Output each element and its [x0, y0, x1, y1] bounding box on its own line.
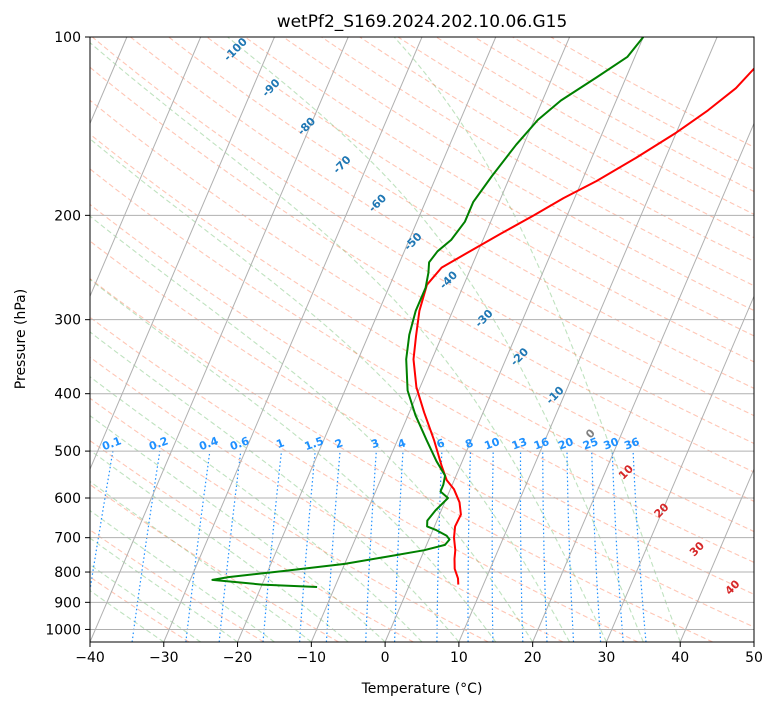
x-axis-label: Temperature (°C): [361, 681, 483, 697]
x-tick-label: −40: [75, 650, 105, 666]
y-tick-label: 500: [54, 444, 81, 460]
x-tick-label: 50: [745, 650, 763, 666]
chart-title: wetPf2_S169.2024.202.10.06.G15: [277, 12, 568, 32]
y-tick-label: 600: [54, 491, 81, 507]
x-tick-label: 20: [524, 650, 542, 666]
x-tick-label: 40: [671, 650, 689, 666]
y-tick-label: 800: [54, 565, 81, 581]
y-tick-label: 1000: [45, 622, 81, 638]
x-tick-label: −30: [149, 650, 179, 666]
y-tick-label: 900: [54, 595, 81, 611]
x-tick-label: 30: [598, 650, 616, 666]
y-axis-label: Pressure (hPa): [13, 289, 29, 389]
x-tick-label: −20: [223, 650, 253, 666]
y-tick-label: 400: [54, 387, 81, 403]
x-tick-label: 10: [450, 650, 468, 666]
y-tick-label: 700: [54, 531, 81, 547]
y-tick-label: 300: [54, 313, 81, 329]
y-tick-label: 100: [54, 30, 81, 46]
x-tick-label: 0: [381, 650, 390, 666]
y-tick-label: 200: [54, 208, 81, 224]
x-tick-label: −10: [297, 650, 327, 666]
